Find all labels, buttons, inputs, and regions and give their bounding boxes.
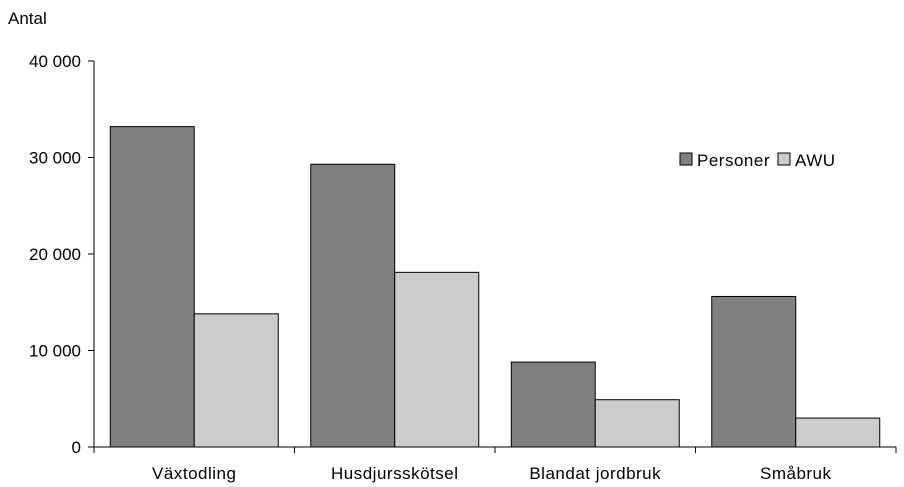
x-tick-label: Husdjursskötsel (331, 464, 459, 483)
x-axis: Växtodling Husdjursskötsel Blandat jordbru… (93, 446, 897, 483)
y-tick-label: 40 000 (29, 52, 81, 71)
bars (109, 126, 881, 448)
y-tick-label: 30 000 (29, 149, 81, 168)
bar-personer-2 (310, 163, 396, 448)
x-tick-label: Växtodling (152, 464, 236, 483)
x-tick-label: Småbruk (760, 464, 832, 483)
bar-personer-4 (711, 295, 797, 448)
bar-awu-4 (795, 417, 881, 448)
y-tick-label: 20 000 (29, 245, 81, 264)
bar-awu-2 (394, 271, 480, 448)
bar-personer-3 (510, 361, 596, 448)
y-tick-label: 0 (72, 438, 81, 457)
legend-label-awu: AWU (795, 151, 836, 170)
legend-swatch-awu (777, 152, 791, 166)
bar-personer-1 (109, 126, 195, 448)
legend: Personer AWU (679, 151, 836, 170)
y-axis: 0 10 000 20 000 30 000 40 000 (29, 52, 95, 457)
x-tick-label: Blandat jordbruk (529, 464, 661, 483)
y-axis-label: Antal (8, 9, 47, 28)
bar-awu-1 (193, 313, 279, 448)
legend-label-personer: Personer (697, 151, 770, 170)
legend-swatch-personer (679, 152, 693, 166)
bar-awu-3 (594, 399, 680, 448)
y-tick-label: 10 000 (29, 342, 81, 361)
